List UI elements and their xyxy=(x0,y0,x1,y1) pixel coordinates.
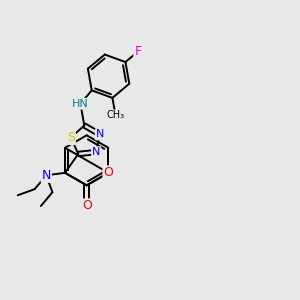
Text: O: O xyxy=(103,166,113,179)
Text: N: N xyxy=(42,169,51,182)
Text: S: S xyxy=(67,131,75,144)
Text: HN: HN xyxy=(72,99,89,109)
Text: CH₃: CH₃ xyxy=(106,110,124,120)
Text: F: F xyxy=(134,45,141,58)
Text: O: O xyxy=(82,200,92,212)
Text: N: N xyxy=(92,147,100,157)
Text: N: N xyxy=(96,130,104,140)
